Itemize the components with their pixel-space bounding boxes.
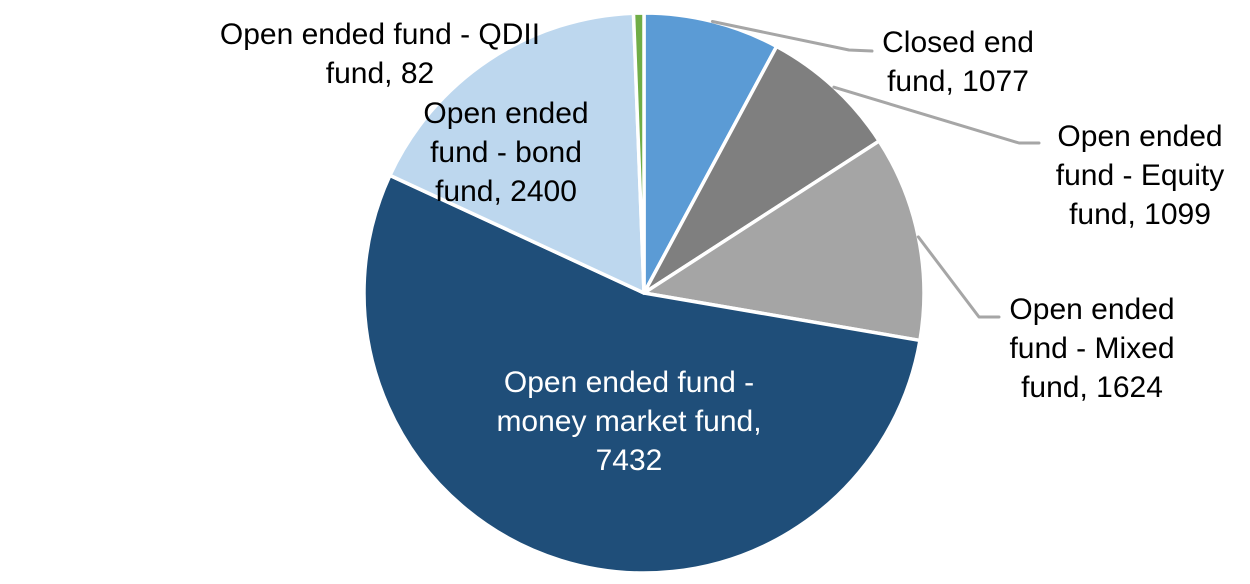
- leader-line-open-ended-fund-mixed-fund: [916, 235, 1001, 319]
- leader-lines: [710, 20, 1041, 319]
- leader-line-closed-end-fund: [710, 20, 874, 53]
- data-label-open-ended-fund-qdii-fund: Open ended fund - QDII fund, 82: [220, 18, 540, 90]
- pie-slice-open-ended-fund-bond-fund: [388, 11, 646, 295]
- pie-slice-open-ended-fund-qdii-fund: [631, 11, 646, 295]
- pie-slices: [362, 11, 926, 575]
- leader-line-open-ended-fund-equity-fund: [832, 85, 1041, 145]
- data-label-open-ended-fund-money-market-fund: Open ended fund -money market fund, 7432: [496, 366, 761, 477]
- data-label-open-ended-fund-equity-fund: Open ended fund - Equity fund, 1099: [1056, 120, 1224, 231]
- data-label-open-ended-fund-bond-fund: Open ended fund - bond fund, 2400: [423, 97, 588, 208]
- data-label-open-ended-fund-mixed-fund: Open ended fund - Mixed fund, 1624: [1009, 293, 1174, 404]
- data-labels: Closed end fund, 1077 Open ended fund - Equ…: [220, 18, 1224, 477]
- data-label-closed-end-fund: Closed end fund, 1077: [882, 26, 1034, 98]
- pie-slice-open-ended-fund-money-market-fund: [362, 173, 922, 575]
